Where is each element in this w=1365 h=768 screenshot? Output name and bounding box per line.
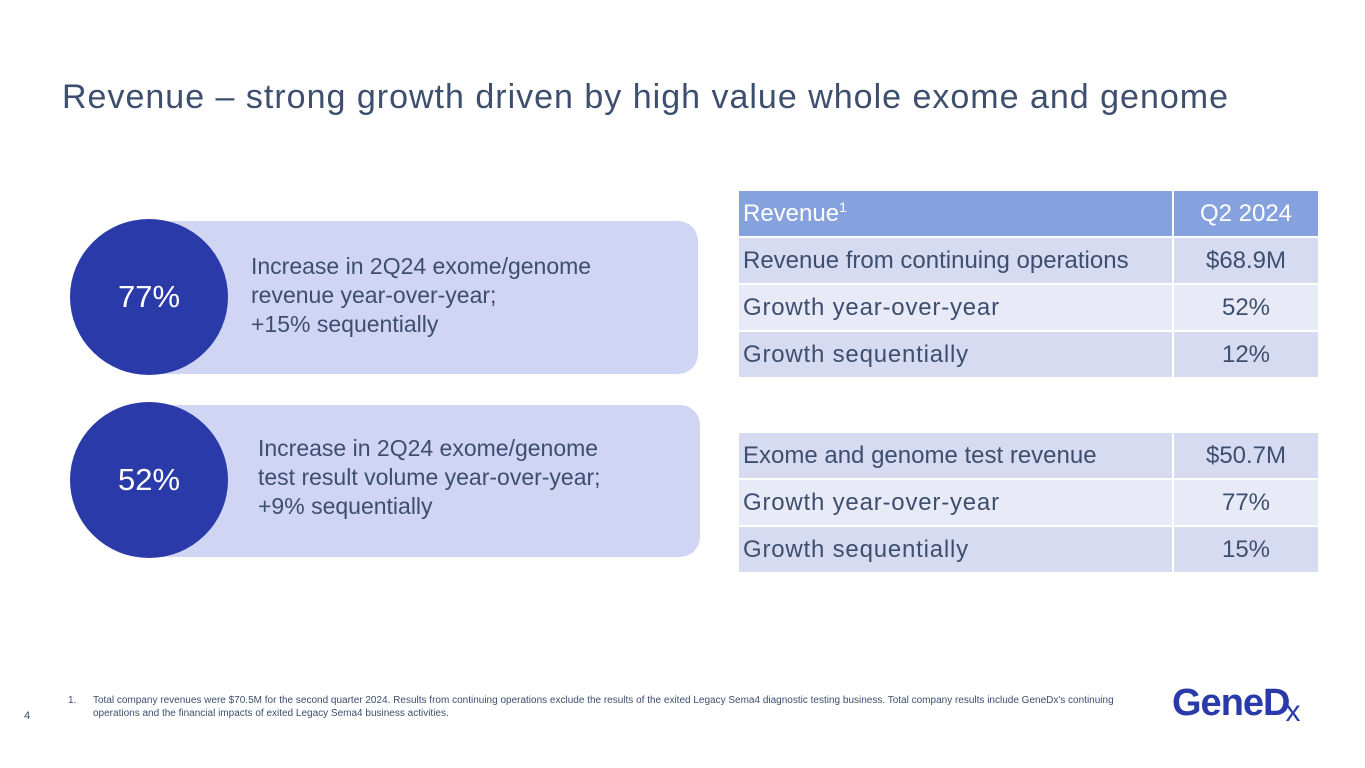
- footnote: 1. Total company revenues were $70.5M fo…: [68, 694, 1148, 720]
- row-label: Exome and genome test revenue: [737, 431, 1174, 480]
- table-row: Growth year-over-year 52%: [737, 283, 1320, 332]
- callout-panel: [148, 405, 700, 557]
- callout-line: Increase in 2Q24 exome/genome: [258, 435, 599, 461]
- footnote-number: 1.: [68, 695, 77, 706]
- row-label: Revenue from continuing operations: [737, 236, 1174, 285]
- callout-panel: [148, 221, 698, 374]
- page-number: 4: [24, 710, 31, 722]
- table-row: Growth sequentially 15%: [737, 525, 1320, 574]
- logo-main: GeneD: [1172, 682, 1290, 724]
- row-value: $50.7M: [1172, 431, 1320, 480]
- exome-genome-table: Exome and genome test revenue $50.7M Gro…: [737, 431, 1320, 574]
- callout-line: revenue year-over-year;: [251, 282, 497, 308]
- callout-text: Increase in 2Q24 exome/genome revenue ye…: [251, 252, 591, 339]
- stat-circle: 52%: [70, 402, 228, 558]
- row-label: Growth year-over-year: [737, 283, 1174, 332]
- genedx-logo: GeneDx: [1172, 682, 1300, 728]
- footnote-text: Total company revenues were $70.5M for t…: [93, 695, 1114, 719]
- stat-circle: 77%: [70, 219, 228, 375]
- table-header-label: Revenue1: [737, 189, 1174, 238]
- footnote-marker: 1: [839, 198, 847, 215]
- table-row: Growth sequentially 12%: [737, 330, 1320, 379]
- callout-text: Increase in 2Q24 exome/genome test resul…: [258, 434, 601, 521]
- table-header-period: Q2 2024: [1172, 189, 1320, 238]
- table-header-row: Revenue1 Q2 2024: [737, 189, 1320, 238]
- row-label: Growth sequentially: [737, 525, 1174, 574]
- logo-tail: x: [1285, 695, 1300, 728]
- callout-line: test result volume year-over-year;: [258, 464, 601, 490]
- row-value: 15%: [1172, 525, 1320, 574]
- table-row: Growth year-over-year 77%: [737, 478, 1320, 527]
- row-label: Growth sequentially: [737, 330, 1174, 379]
- row-value: 12%: [1172, 330, 1320, 379]
- callout-line: +9% sequentially: [258, 493, 433, 519]
- row-value: 77%: [1172, 478, 1320, 527]
- table-row: Revenue from continuing operations $68.9…: [737, 236, 1320, 285]
- callout-line: Increase in 2Q24 exome/genome: [251, 253, 592, 279]
- row-value: $68.9M: [1172, 236, 1320, 285]
- table-row: Exome and genome test revenue $50.7M: [737, 431, 1320, 480]
- row-value: 52%: [1172, 283, 1320, 332]
- revenue-table: Revenue1 Q2 2024 Revenue from continuing…: [737, 189, 1320, 379]
- row-label: Growth year-over-year: [737, 478, 1174, 527]
- callout-line: +15% sequentially: [251, 311, 439, 337]
- page-title: Revenue – strong growth driven by high v…: [62, 78, 1230, 116]
